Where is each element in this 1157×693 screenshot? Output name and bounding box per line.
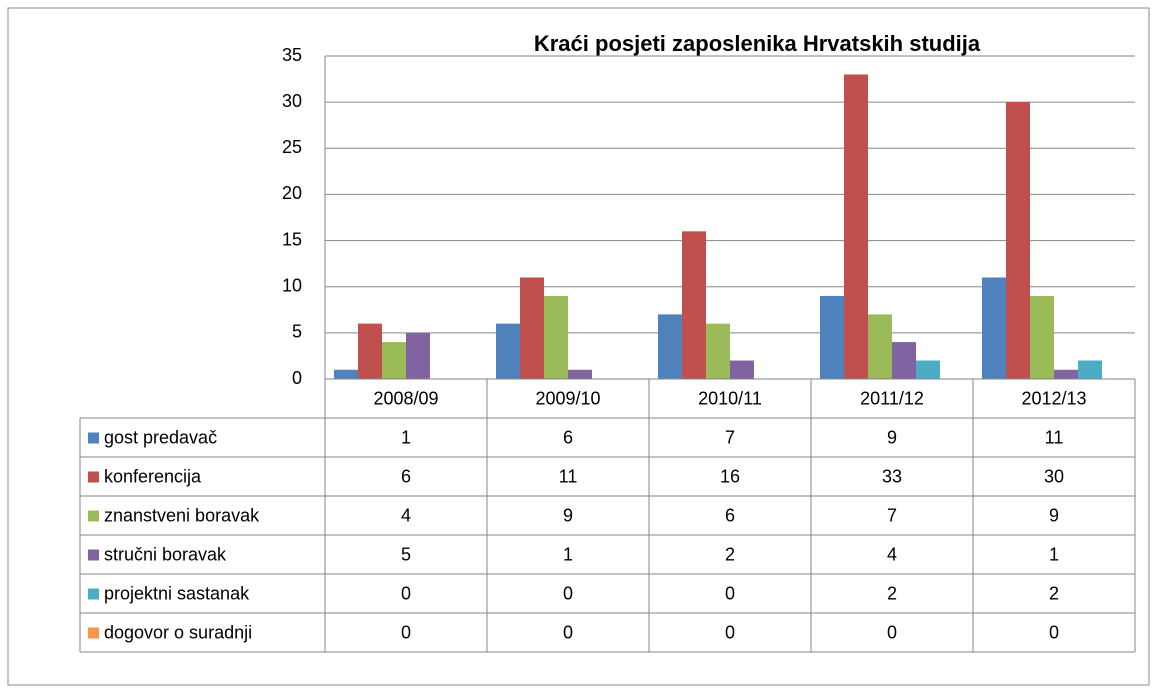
legend-key xyxy=(88,432,99,444)
table-cell: 1 xyxy=(1049,544,1059,564)
table-cell: 0 xyxy=(401,583,411,603)
table-cell: 0 xyxy=(401,622,411,642)
table-cell: 6 xyxy=(725,505,735,525)
bar xyxy=(1006,102,1030,380)
legend-label: konferencija xyxy=(104,466,202,486)
table-cell: 9 xyxy=(563,505,573,525)
table-cell: 0 xyxy=(563,622,573,642)
x-tick-label: 2009/10 xyxy=(535,388,600,408)
y-tick-label: 20 xyxy=(282,183,302,203)
table-cell: 4 xyxy=(887,544,897,564)
table-cell: 33 xyxy=(882,466,902,486)
bar xyxy=(982,277,1006,379)
table-cell: 0 xyxy=(725,583,735,603)
x-tick-label: 2011/12 xyxy=(860,388,924,408)
legend-key xyxy=(88,588,99,600)
table-cell: 0 xyxy=(725,622,735,642)
table-cell: 30 xyxy=(1044,466,1064,486)
table-cell: 0 xyxy=(563,583,573,603)
table-cell: 5 xyxy=(401,544,411,564)
legend-label: dogovor o suradnji xyxy=(104,622,252,642)
bar xyxy=(844,74,868,379)
bar xyxy=(544,295,568,379)
table-cell: 11 xyxy=(1045,427,1064,447)
bar xyxy=(730,360,754,379)
y-tick-label: 10 xyxy=(282,275,302,295)
bar xyxy=(334,369,358,379)
table-cell: 1 xyxy=(563,544,573,564)
table-cell: 6 xyxy=(401,466,411,486)
y-tick-label: 35 xyxy=(282,45,302,65)
x-tick-label: 2010/11 xyxy=(698,388,762,408)
bar xyxy=(658,314,682,379)
bar xyxy=(568,369,592,379)
legend-key xyxy=(88,510,99,522)
table-cell: 4 xyxy=(401,505,411,525)
legend-key xyxy=(88,549,99,561)
legend-key xyxy=(88,627,99,639)
bar xyxy=(820,295,844,379)
chart-frame xyxy=(7,7,1150,686)
bar xyxy=(1030,295,1054,379)
y-tick-label: 5 xyxy=(292,322,302,342)
table-cell: 2 xyxy=(887,583,897,603)
table-cell: 2 xyxy=(725,544,735,564)
bar xyxy=(406,332,430,379)
x-tick-label: 2008/09 xyxy=(373,388,438,408)
table-cell: 6 xyxy=(563,427,573,447)
chart-title: Kraći posjeti zaposlenika Hrvatskih stud… xyxy=(534,31,981,56)
legend-label: gost predavač xyxy=(104,427,217,447)
table-cell: 0 xyxy=(887,622,897,642)
bar xyxy=(1078,360,1102,379)
legend-key xyxy=(88,471,99,483)
legend-label: projektni sastanak xyxy=(104,583,250,603)
bar xyxy=(706,323,730,379)
x-tick-label: 2012/13 xyxy=(1021,388,1086,408)
table-cell: 16 xyxy=(720,466,740,486)
table-cell: 9 xyxy=(1049,505,1059,525)
bar xyxy=(1054,369,1078,379)
legend-label: znanstveni boravak xyxy=(104,505,260,525)
y-tick-label: 25 xyxy=(282,137,302,157)
y-tick-label: 30 xyxy=(282,91,302,111)
y-tick-label: 0 xyxy=(292,368,302,388)
table-cell: 1 xyxy=(401,427,411,447)
bar xyxy=(520,277,544,379)
table-cell: 9 xyxy=(887,427,897,447)
bar xyxy=(868,314,892,379)
bar xyxy=(496,323,520,379)
table-cell: 0 xyxy=(1049,622,1059,642)
table-cell: 11 xyxy=(559,466,578,486)
table-cell: 7 xyxy=(887,505,897,525)
table-cell: 7 xyxy=(725,427,735,447)
bar xyxy=(892,342,916,379)
bar xyxy=(682,231,706,379)
table-cell: 2 xyxy=(1049,583,1059,603)
bar xyxy=(916,360,940,379)
bar xyxy=(382,342,406,379)
legend-label: stručni boravak xyxy=(104,544,227,564)
y-tick-label: 15 xyxy=(282,229,302,249)
bar xyxy=(358,323,382,379)
